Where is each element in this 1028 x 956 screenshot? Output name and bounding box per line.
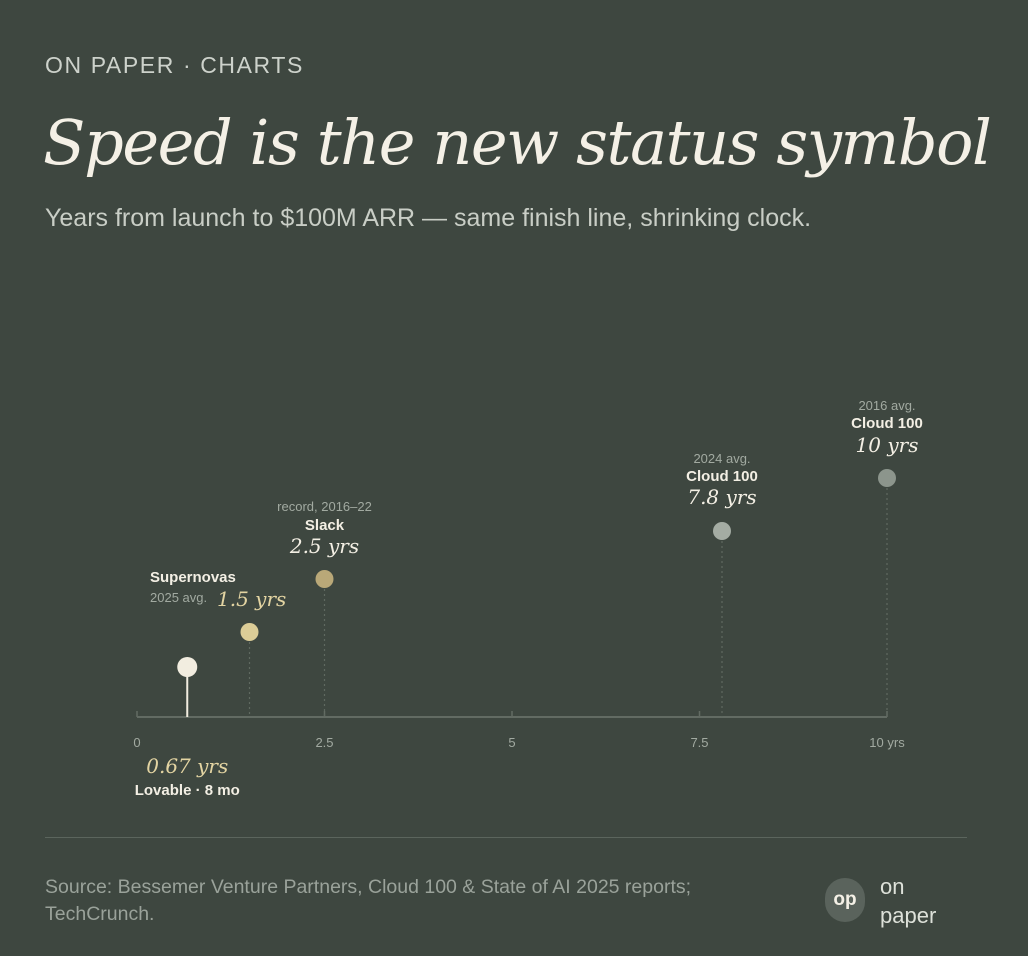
point-note-label: record, 2016–22 [277, 499, 372, 514]
point-marker [177, 657, 198, 677]
on-paper-logo-icon: op [825, 878, 865, 922]
point-marker [713, 522, 731, 540]
point-value-label: 1.5 yrs [217, 587, 286, 611]
wordmark-line-2: paper [880, 903, 937, 928]
point-name-label: Supernovas [150, 569, 236, 586]
chart-title: Speed is the new status symbol [43, 106, 992, 179]
point-marker [240, 623, 259, 641]
chart-subtitle: Years from launch to $100M ARR — same fi… [45, 204, 812, 232]
point-value-label: 0.67 yrs [146, 754, 228, 778]
x-tick-label: 7.5 [690, 735, 708, 750]
point-note-label: 2024 avg. [693, 451, 750, 466]
point-note-label: 2025 avg. [150, 590, 207, 605]
x-tick-label: 2.5 [315, 735, 333, 750]
point-value-label: 10 yrs [856, 433, 919, 457]
data-point-supernovas: Supernovas 2025 avg. 1.5 yrs [150, 569, 286, 717]
on-paper-wordmark: on paper [880, 872, 936, 930]
point-marker [878, 469, 896, 487]
wordmark-line-1: on [880, 874, 905, 899]
point-note-label: 2016 avg. [858, 398, 915, 413]
point-marker [315, 570, 334, 588]
x-tick-label: 0 [133, 735, 140, 750]
timeline-chart: 0 2.5 5 7.5 10 yrs 0.67 yrs Lovable · 8 mo Supe… [133, 398, 923, 799]
point-value-label: 7.8 yrs [687, 485, 756, 509]
point-name-label: Lovable · 8 mo [135, 782, 240, 799]
x-tick-label: 5 [508, 735, 515, 750]
data-point-lovable: 0.67 yrs Lovable · 8 mo [135, 657, 240, 799]
point-name-label: Slack [305, 517, 345, 534]
x-tick-label: 10 yrs [869, 735, 905, 750]
point-name-label: Cloud 100 [686, 468, 758, 485]
point-name-label: Cloud 100 [851, 415, 923, 432]
footer-divider [45, 837, 967, 838]
eyebrow-label: ON PAPER · CHARTS [45, 52, 304, 78]
source-note: Source: Bessemer Venture Partners, Cloud… [45, 876, 692, 925]
point-value-label: 2.5 yrs [289, 534, 359, 558]
